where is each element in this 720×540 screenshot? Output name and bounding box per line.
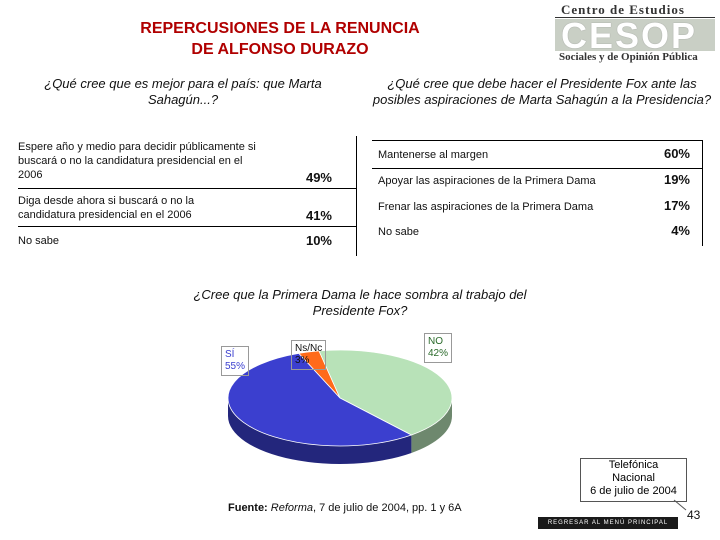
- pie-label-no-value: 42%: [428, 348, 449, 359]
- pie-side-no: [411, 398, 452, 453]
- source-note: Fuente: Reforma, 7 de julio de 2004, pp.…: [228, 502, 462, 514]
- logo-mid-band: CESOP: [555, 15, 715, 56]
- source-rest: , 7 de julio de 2004, pp. 1 y 6A: [312, 502, 462, 514]
- right-question: ¿Qué cree que debe hacer el Presidente F…: [372, 76, 712, 107]
- pie-label-nsnc-value: 3%: [295, 355, 310, 366]
- right-row-label-1: Mantenerse al margen: [378, 149, 489, 161]
- logo-top-text: Centro de Estudios: [555, 2, 715, 18]
- right-row-value-2: 19%: [663, 172, 690, 187]
- pie-label-si: SÍ 55%: [221, 346, 250, 376]
- right-divider: [702, 140, 703, 246]
- right-row-label-4: No sabe: [378, 226, 419, 238]
- callout-line-2: Nacional: [612, 472, 655, 484]
- left-row-value-1: 49%: [305, 170, 332, 185]
- page-number: 43: [687, 508, 701, 522]
- date-callout: Telefónica Nacional 6 de julio de 2004: [580, 458, 687, 502]
- page-title: REPERCUSIONES DE LA RENUNCIA DE ALFONSO …: [60, 18, 500, 60]
- left-row-separator-2: [18, 226, 356, 227]
- pie-label-nsnc-name: Ns/Nc: [295, 343, 323, 354]
- source-publication: Reforma: [270, 502, 313, 514]
- callout-line-1: Telefónica: [608, 459, 659, 471]
- right-row-value-1: 60%: [663, 146, 690, 161]
- right-row-value-4: 4%: [671, 223, 690, 238]
- left-row-value-2: 41%: [305, 208, 332, 223]
- pie-label-no-name: NO: [428, 336, 443, 347]
- left-question: ¿Qué cree que es mejor para el país: que…: [44, 76, 322, 107]
- return-to-menu-button[interactable]: REGRESAR AL MENÚ PRINCIPAL: [538, 517, 678, 529]
- source-prefix: Fuente:: [228, 502, 268, 514]
- right-row-label-2: Apoyar las aspiraciones de la Primera Da…: [378, 175, 596, 187]
- pie-label-no: NO 42%: [424, 333, 453, 363]
- callout-line-3: 6 de julio de 2004: [590, 485, 677, 497]
- left-divider: [356, 136, 357, 256]
- logo-mid-text: CESOP: [561, 15, 698, 56]
- center-question: ¿Cree que la Primera Dama le hace sombra…: [193, 287, 527, 318]
- pie-label-si-value: 55%: [225, 361, 246, 372]
- pie-slice-s: [227, 352, 413, 447]
- callout-pointer: [673, 499, 687, 511]
- left-row-separator-1: [18, 188, 356, 189]
- left-row-label-3: No sabe: [18, 235, 59, 247]
- left-row-value-3: 10%: [305, 233, 332, 248]
- left-row-label-2: Diga desde ahora si buscará o no la cand…: [18, 195, 195, 221]
- title-line-2: DE ALFONSO DURAZO: [191, 41, 369, 58]
- left-row-label-1: Espere año y medio para decidir públicam…: [18, 141, 256, 181]
- logo-bottom-text: Sociales y de Opinión Pública: [559, 51, 698, 63]
- pie-label-si-name: SÍ: [225, 349, 235, 360]
- right-row-separator-1: [372, 168, 702, 169]
- pie-side-s: [228, 398, 412, 464]
- pie-slice-no: [318, 349, 453, 436]
- right-row-label-3: Frenar las aspiraciones de la Primera Da…: [378, 201, 594, 213]
- pie-chart: [227, 349, 453, 464]
- right-top-rule: [372, 140, 702, 141]
- pie-label-nsnc: Ns/Nc 3%: [291, 340, 327, 370]
- cesop-logo: Centro de Estudios CESOP Sociales y de O…: [555, 2, 715, 66]
- right-row-value-3: 17%: [663, 198, 690, 213]
- title-line-1: REPERCUSIONES DE LA RENUNCIA: [140, 20, 420, 37]
